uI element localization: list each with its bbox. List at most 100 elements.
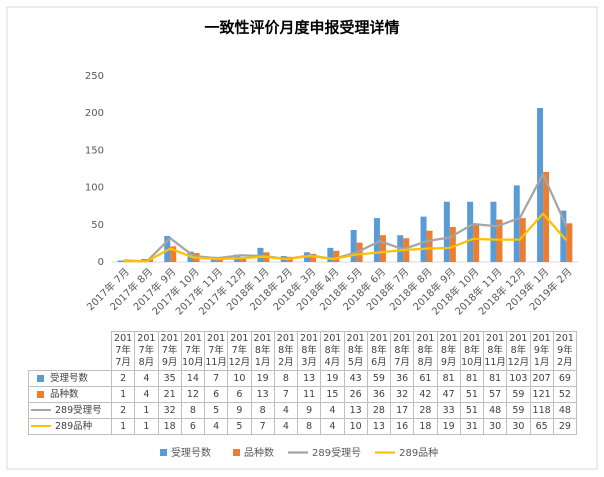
bar xyxy=(170,246,177,262)
table-cell: 7 xyxy=(250,418,275,435)
table-row: 289受理号 2 1 32 8 5 9 8 4 9 4 13 28 17 28 33 51 48 59 118 48 xyxy=(28,402,578,419)
table-cell: 81 xyxy=(459,370,485,387)
bar xyxy=(490,201,497,262)
table-header-cell: 2018年 5月 xyxy=(343,331,368,371)
table-legend-swatch xyxy=(31,409,51,411)
y-tick-label: 100 xyxy=(85,183,104,194)
table-legend-swatch xyxy=(31,425,51,427)
table-cell: 21 xyxy=(157,386,182,403)
table-header-cell: 2018年 4月 xyxy=(320,331,345,371)
legend-label: 289品种 xyxy=(399,446,438,459)
table-cell: 29 xyxy=(552,418,578,435)
table-cell: 1 xyxy=(110,386,136,403)
table-header-cell: 2017年 8月 xyxy=(134,331,159,371)
table-cell: 30 xyxy=(506,418,531,435)
table-cell: 35 xyxy=(157,370,182,387)
table-header-cell: 2018年 12月 xyxy=(506,331,531,371)
table-header-cell: 2017年 10月 xyxy=(180,331,206,371)
table-cell: 8 xyxy=(250,402,275,419)
table-cell: 118 xyxy=(529,402,554,419)
table-cell: 8 xyxy=(296,418,322,435)
table-header-cell: 2019年 2月 xyxy=(552,331,578,371)
bar xyxy=(566,223,573,262)
table-legend-swatch xyxy=(37,390,44,398)
table-cell: 43 xyxy=(343,370,368,387)
table-cell: 33 xyxy=(436,402,461,419)
table-cell: 59 xyxy=(366,370,392,387)
table-row: 受理号数 2 4 35 14 7 10 19 8 13 19 43 59 36 61 81 81 81 103 207… xyxy=(28,370,578,387)
table-cell: 10 xyxy=(227,370,252,387)
table-cell: 5 xyxy=(203,402,229,419)
bar xyxy=(537,107,544,262)
bar xyxy=(356,242,363,262)
table-cell: 4 xyxy=(203,418,229,435)
table-cell: 1 xyxy=(110,418,136,435)
table-cell: 2 xyxy=(110,402,136,419)
table-cell: 6 xyxy=(227,386,252,403)
legend-swatch xyxy=(160,449,167,456)
table-cell: 4 xyxy=(273,402,299,419)
table-cell: 81 xyxy=(482,370,508,387)
table-header-cell: 2018年 11月 xyxy=(482,331,508,371)
table-cell: 18 xyxy=(413,418,438,435)
bar xyxy=(373,218,380,262)
table-cell: 11 xyxy=(296,386,322,403)
table-header-cell: 2018年 10月 xyxy=(459,331,485,371)
bar xyxy=(473,224,480,262)
table-cell: 16 xyxy=(389,418,415,435)
table-cell: 4 xyxy=(134,370,159,387)
bar xyxy=(379,235,386,262)
bar xyxy=(443,201,450,262)
table-cell: 31 xyxy=(459,418,485,435)
table-cell: 52 xyxy=(552,386,578,403)
table-header-cell: 2017年 9月 xyxy=(157,331,182,371)
table-cell: 59 xyxy=(506,402,531,419)
table-cell: 59 xyxy=(506,386,531,403)
table-cell: 7 xyxy=(203,370,229,387)
table-header-cell: 2018年 8月 xyxy=(413,331,438,371)
table-corner xyxy=(29,332,112,371)
data-table: 2017年 7月 2017年 8月 2017年 9月 2017年 10月 2017年 1… xyxy=(28,331,578,435)
bar xyxy=(327,247,334,262)
table-cell: 19 xyxy=(436,418,461,435)
table-header-cell: 2017年 11月 xyxy=(203,331,229,371)
table-cell: 1 xyxy=(134,402,159,419)
table-cell: 14 xyxy=(180,370,206,387)
y-tick-label: 0 xyxy=(98,257,104,268)
table-series-cell: 受理号数 xyxy=(28,370,112,387)
table-cell: 13 xyxy=(250,386,275,403)
table-cell: 30 xyxy=(482,418,508,435)
table-cell: 2 xyxy=(110,370,136,387)
bar xyxy=(117,260,124,262)
table-cell: 19 xyxy=(320,370,345,387)
legend-label: 品种数 xyxy=(244,446,274,459)
table-series-cell: 289受理号 xyxy=(28,402,112,419)
table-series-name: 受理号数 xyxy=(50,372,89,384)
table-cell: 9 xyxy=(296,402,322,419)
table-cell: 13 xyxy=(343,402,368,419)
table-cell: 103 xyxy=(506,370,531,387)
table-cell: 8 xyxy=(273,370,299,387)
table-cell: 28 xyxy=(413,402,438,419)
y-tick-label: 200 xyxy=(85,108,104,119)
table-cell: 12 xyxy=(180,386,206,403)
legend-label: 受理号数 xyxy=(171,446,211,459)
table-cell: 28 xyxy=(366,402,392,419)
table-header-cell: 2018年 2月 xyxy=(273,331,299,371)
table-cell: 7 xyxy=(273,386,299,403)
table-cell: 57 xyxy=(482,386,508,403)
y-tick-label: 50 xyxy=(91,220,104,231)
table-series-name: 289品种 xyxy=(55,420,93,432)
table-cell: 47 xyxy=(436,386,461,403)
table-cell: 51 xyxy=(459,386,485,403)
table-cell: 9 xyxy=(227,402,252,419)
table-cell: 48 xyxy=(482,402,508,419)
legend-label: 289受理号 xyxy=(312,447,361,459)
bar xyxy=(513,185,520,262)
table-row: 289品种 1 1 18 6 4 5 7 4 8 4 10 13 16 18 19 31 30 30 65 29 xyxy=(28,418,578,435)
table-cell: 48 xyxy=(552,402,578,419)
table-cell: 51 xyxy=(459,402,485,419)
y-tick-label: 150 xyxy=(85,145,104,156)
bar xyxy=(519,218,526,262)
